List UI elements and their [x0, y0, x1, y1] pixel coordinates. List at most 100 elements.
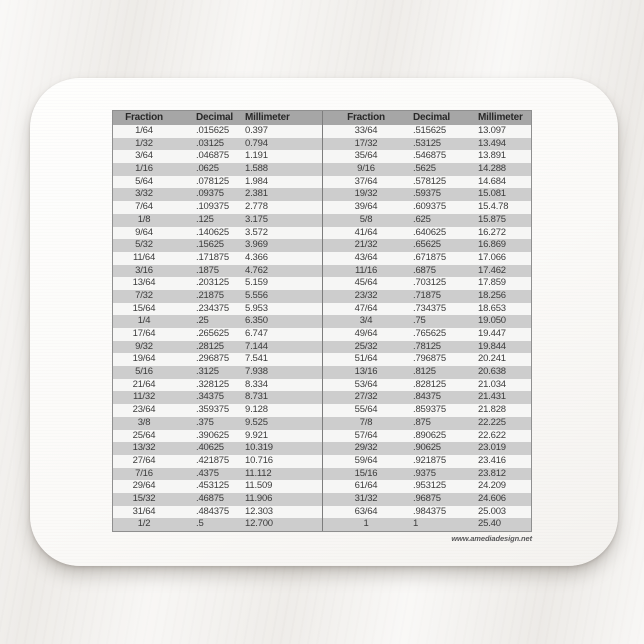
fraction-cell: 7/64 [135, 201, 153, 213]
decimal-cell: .28125 [196, 340, 224, 352]
fraction-cell: 31/32 [354, 492, 378, 504]
millimeter-cell: 22.225 [478, 416, 506, 428]
millimeter-cell: 9.525 [245, 416, 268, 428]
table-row-right: 13/16 .8125 20.638 [322, 366, 532, 379]
fraction-cell: 57/64 [354, 429, 378, 441]
fraction-cell: 15/32 [132, 492, 156, 504]
header-fraction: Fraction [347, 112, 385, 123]
fraction-cell: 45/64 [354, 277, 378, 289]
decimal-cell: .140625 [196, 226, 229, 238]
decimal-cell: .921875 [413, 454, 446, 466]
table-row-right: 23/32 .71875 18.256 [322, 289, 532, 303]
millimeter-cell: 5.159 [245, 277, 268, 289]
fraction-cell: 3/32 [135, 188, 153, 200]
table-row-left: 19/64 .296875 7.541 [113, 353, 322, 366]
table-row: 1/64 .015625 0.397 33/64 .515625 13.097 [113, 125, 531, 138]
table-row: 17/64 .265625 6.747 49/64 .765625 19.447 [113, 328, 531, 341]
table-row-left: 1/8 .125 3.175 [113, 214, 322, 227]
millimeter-cell: 3.572 [245, 226, 268, 238]
millimeter-cell: 13.097 [478, 125, 506, 136]
table-row-left: 1/2 .5 12.700 [113, 518, 322, 531]
table-row-left: 11/32 .34375 8.731 [113, 391, 322, 404]
millimeter-cell: 15.4.78 [478, 201, 509, 213]
table-row-right: 59/64 .921875 23.416 [322, 454, 532, 468]
table-row: 3/32 .09375 2.381 19/32 .59375 15.081 [113, 188, 531, 202]
table-row: 11/64 .171875 4.366 43/64 .671875 17.066 [113, 251, 531, 265]
table-row-left: 27/64 .421875 10.716 [113, 455, 322, 468]
header-decimal: Decimal [413, 112, 450, 123]
fraction-cell: 17/32 [354, 137, 378, 149]
millimeter-cell: 3.969 [245, 239, 268, 251]
table-header-row: Fraction Decimal Millimeter Fraction Dec… [113, 111, 531, 125]
table-row-right: 9/16 .5625 14.288 [322, 163, 532, 176]
millimeter-cell: 0.397 [245, 125, 268, 136]
table-row: 9/64 .140625 3.572 41/64 .640625 16.272 [113, 226, 531, 240]
table-row-right: 49/64 .765625 19.447 [322, 328, 532, 341]
millimeter-cell: 16.869 [478, 239, 506, 251]
decimal-cell: .578125 [413, 175, 446, 187]
millimeter-cell: 17.066 [478, 251, 506, 263]
table-row: 27/64 .421875 10.716 59/64 .921875 23.416 [113, 454, 532, 468]
fraction-cell: 1/2 [137, 518, 151, 530]
decimal-cell: .34375 [196, 391, 224, 403]
table-row: 7/16 .4375 11.112 15/16 .9375 23.812 [113, 467, 532, 481]
millimeter-cell: 19.050 [478, 315, 506, 327]
millimeter-cell: 15.875 [478, 213, 506, 225]
millimeter-cell: 21.034 [478, 378, 506, 390]
fraction-cell: 23/64 [132, 404, 156, 416]
table-row-left: 25/64 .390625 9.921 [113, 430, 322, 443]
millimeter-cell: 25.40 [478, 518, 501, 530]
millimeter-cell: 4.366 [245, 251, 268, 263]
millimeter-cell: 23.812 [478, 467, 506, 479]
fraction-cell: 13/16 [354, 366, 378, 378]
table-row-right: 1 1 25.40 [322, 518, 532, 531]
table-row: 5/32 .15625 3.969 21/32 .65625 16.869 [113, 239, 531, 252]
decimal-cell: .984375 [413, 505, 446, 517]
fraction-cell: 1/16 [135, 163, 153, 175]
decimal-cell: .296875 [196, 353, 229, 365]
millimeter-cell: 6.350 [245, 315, 268, 327]
millimeter-cell: 8.334 [245, 378, 268, 390]
fraction-cell: 19/64 [132, 353, 156, 365]
table-row: 3/16 .1875 4.762 11/16 .6875 17.462 [113, 264, 532, 278]
millimeter-cell: 4.762 [245, 264, 268, 276]
table-row-right: 63/64 .984375 25.003 [322, 505, 532, 519]
table-row-left: 15/64 .234375 5.953 [113, 303, 322, 316]
decimal-cell: .078125 [196, 175, 229, 187]
fraction-cell: 9/16 [357, 163, 375, 175]
table-row-right: 45/64 .703125 17.859 [322, 277, 532, 290]
header-millimeter: Millimeter [478, 112, 523, 123]
decimal-cell: .125 [196, 213, 214, 225]
table-row: 7/64 .109375 2.778 39/64 .609375 15.4.78 [113, 201, 531, 214]
table-row: 1/4 .25 6.350 3/4 .75 19.050 [113, 315, 531, 328]
table-row-right: 15/16 .9375 23.812 [322, 467, 532, 481]
table-row-left: 13/64 .203125 5.159 [113, 277, 322, 290]
millimeter-cell: 24.606 [478, 492, 506, 504]
table-row: 3/64 .046875 1.191 35/64 .546875 13.891 [113, 150, 531, 164]
decimal-cell: .046875 [196, 150, 229, 162]
decimal-cell: .953125 [413, 480, 446, 492]
fraction-cell: 27/32 [354, 391, 378, 403]
table-row-left: 21/64 .328125 8.334 [113, 379, 322, 392]
table-row-left: 7/32 .21875 5.556 [113, 290, 322, 303]
table-row-right: 31/32 .96875 24.606 [322, 492, 532, 506]
table-row: 21/64 .328125 8.334 53/64 .828125 21.034 [113, 378, 531, 392]
fraction-cell: 1/8 [137, 213, 151, 225]
fraction-cell: 11/64 [132, 251, 156, 263]
table-row-right: 37/64 .578125 14.684 [322, 175, 532, 189]
millimeter-cell: 21.431 [478, 391, 506, 403]
fraction-cell: 15/64 [132, 302, 156, 314]
table-row-left: 5/64 .078125 1.984 [113, 176, 322, 189]
table-row-right: 57/64 .890625 22.622 [322, 429, 532, 443]
table-row-right: 11/16 .6875 17.462 [322, 264, 532, 278]
table-row-right: 39/64 .609375 15.4.78 [322, 201, 532, 214]
table-row: 9/32 .28125 7.144 25/32 .78125 19.844 [113, 340, 531, 354]
millimeter-cell: 11.112 [245, 467, 272, 479]
fraction-cell: 19/32 [354, 188, 378, 200]
fraction-cell: 21/64 [132, 378, 156, 390]
millimeter-cell: 1.191 [245, 150, 268, 162]
millimeter-cell: 3.175 [245, 213, 268, 225]
fraction-cell: 3/64 [135, 150, 153, 162]
millimeter-cell: 9.921 [245, 429, 268, 441]
table-header-left: Fraction Decimal Millimeter [113, 111, 322, 125]
